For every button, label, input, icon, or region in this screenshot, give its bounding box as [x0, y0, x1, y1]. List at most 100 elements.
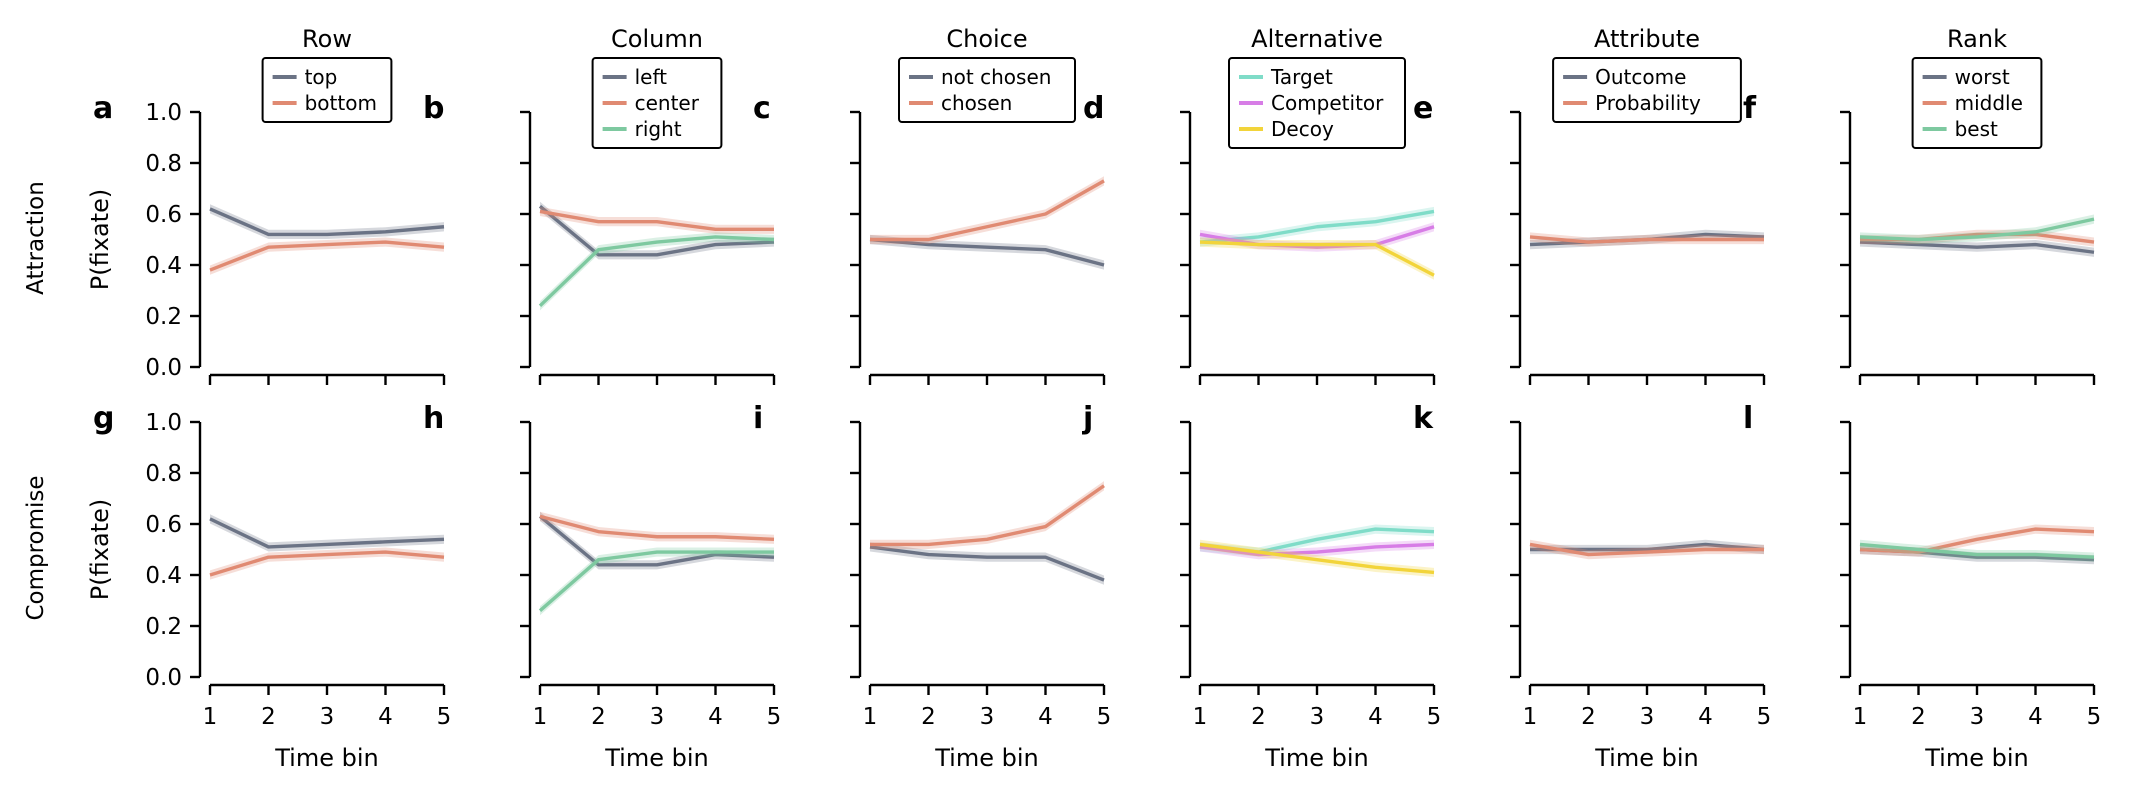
panel-letter: e	[1413, 91, 1433, 126]
x-axis-label: Time bin	[604, 744, 708, 772]
x-tick-label: 4	[1038, 704, 1053, 730]
series-line	[209, 240, 445, 272]
legend-entry: left	[635, 65, 668, 89]
panel-i: i 1 2 3 4 5 Time bin	[753, 401, 1111, 772]
x-tick-label: 5	[437, 704, 452, 730]
x-tick-label: 3	[320, 704, 335, 730]
x-tick-label: 2	[1911, 704, 1926, 730]
legend-entry: top	[305, 65, 338, 89]
x-tick-label: 1	[863, 704, 878, 730]
x-tick-label: 5	[1427, 704, 1442, 730]
panel-letter: f	[1743, 91, 1757, 126]
x-axis-label: Time bin	[274, 744, 378, 772]
legend-entry: bottom	[305, 91, 377, 115]
y-tick-label: 0.4	[145, 563, 182, 589]
series-band	[870, 176, 1104, 245]
panel-letter: i	[753, 401, 763, 436]
series-line	[1859, 217, 2095, 242]
panel-letter: d	[1083, 91, 1104, 126]
panel-letter: k	[1413, 401, 1434, 436]
x-tick-label: 4	[2028, 704, 2043, 730]
series-line	[209, 207, 445, 237]
series-line	[1199, 542, 1435, 575]
legend-entry: worst	[1955, 65, 2010, 89]
series-line	[1859, 542, 2095, 559]
legend-entry: Probability	[1595, 91, 1701, 115]
panel-title: Attribute	[1594, 25, 1700, 53]
legend-entry: chosen	[941, 91, 1012, 115]
panel-title: Choice	[946, 25, 1027, 53]
series-line	[1199, 225, 1435, 249]
panel-letter: g	[93, 401, 114, 436]
panel-title: Alternative	[1251, 25, 1383, 53]
y-tick-label: 0.6	[145, 202, 182, 228]
y-axis-label: P(fixate)	[86, 189, 114, 290]
series-line	[538, 235, 775, 308]
x-axis-label: Time bin	[934, 744, 1038, 772]
series-line	[539, 209, 774, 232]
legend-entry: Target	[1270, 65, 1333, 89]
legend-box	[898, 57, 1076, 123]
y-tick-label: 1.0	[145, 100, 182, 126]
y-tick-label: 0.0	[145, 355, 182, 381]
series-line	[1859, 240, 2095, 254]
panel-h: h 1 2 3 4 5 Time bin	[423, 401, 781, 772]
series-band	[540, 547, 774, 616]
y-tick-label: 0.8	[145, 151, 182, 177]
panel-title: Row	[302, 25, 352, 53]
x-tick-label: 3	[1970, 704, 1985, 730]
legend-entry: Outcome	[1595, 65, 1686, 89]
legend-entry: center	[635, 91, 700, 115]
series-line	[1859, 527, 2095, 554]
x-tick-label: 2	[261, 704, 276, 730]
panel-title: Column	[611, 25, 703, 53]
x-tick-label: 5	[1757, 704, 1772, 730]
panels: a 0.0 0.2 0.4 0.6 0.8 1.0 P(fixate) Row topbottom…	[86, 25, 2101, 772]
legend-box	[1911, 57, 2043, 149]
y-tick-label: 0.4	[145, 253, 182, 279]
x-tick-label: 5	[2087, 704, 2102, 730]
legend-entry: Decoy	[1271, 117, 1334, 141]
panel-letter: c	[753, 91, 771, 126]
x-tick-label: 5	[1097, 704, 1112, 730]
series-line	[1529, 235, 1764, 244]
series-band	[1860, 214, 2094, 245]
series-line	[869, 545, 1105, 582]
panel-j: j 1 2 3 4 5 Time bin	[1082, 401, 1441, 772]
x-tick-label: 3	[650, 704, 665, 730]
x-tick-label: 1	[1193, 704, 1208, 730]
x-tick-label: 3	[1640, 704, 1655, 730]
x-axis-label: Time bin	[1264, 744, 1368, 772]
series-band	[870, 481, 1104, 549]
y-tick-label: 0.6	[145, 512, 182, 538]
panel-letter: h	[423, 401, 444, 436]
legend-box	[261, 57, 393, 123]
x-tick-label: 1	[1853, 704, 1868, 730]
panel-k: k 1 2 3 4 5 Time bin	[1413, 401, 1771, 772]
x-tick-label: 2	[591, 704, 606, 730]
panel-g: g 0.0 0.2 0.4 0.6 0.8 1.0 1 2 3 4 5 Time bin P(fixate…	[86, 401, 451, 772]
series-line	[1199, 240, 1435, 277]
legend-entry: right	[635, 117, 682, 141]
y-tick-label: 0.2	[145, 304, 182, 330]
x-tick-label: 1	[203, 704, 218, 730]
legend-box	[1228, 57, 1406, 149]
series-line	[538, 205, 775, 257]
x-tick-label: 5	[767, 704, 782, 730]
x-axis-label: Time bin	[1594, 744, 1698, 772]
row-label-compromise: Compromise	[23, 475, 49, 620]
series-line	[870, 484, 1105, 547]
series-line	[869, 237, 1105, 267]
series-line	[1529, 542, 1764, 557]
y-tick-label: 1.0	[145, 410, 182, 436]
